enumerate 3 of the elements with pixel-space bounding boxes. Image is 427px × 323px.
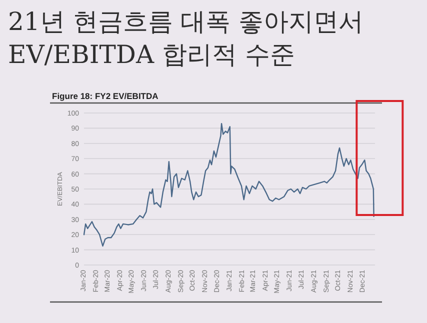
chart-subtitle: Figure 18: FY2 EV/EBITDA [52,91,158,101]
line-series [83,123,374,247]
chart-title: 21년 현금흐름 대폭 좋아지면서 EV/EBITDA 합리적 수준 [8,7,364,69]
